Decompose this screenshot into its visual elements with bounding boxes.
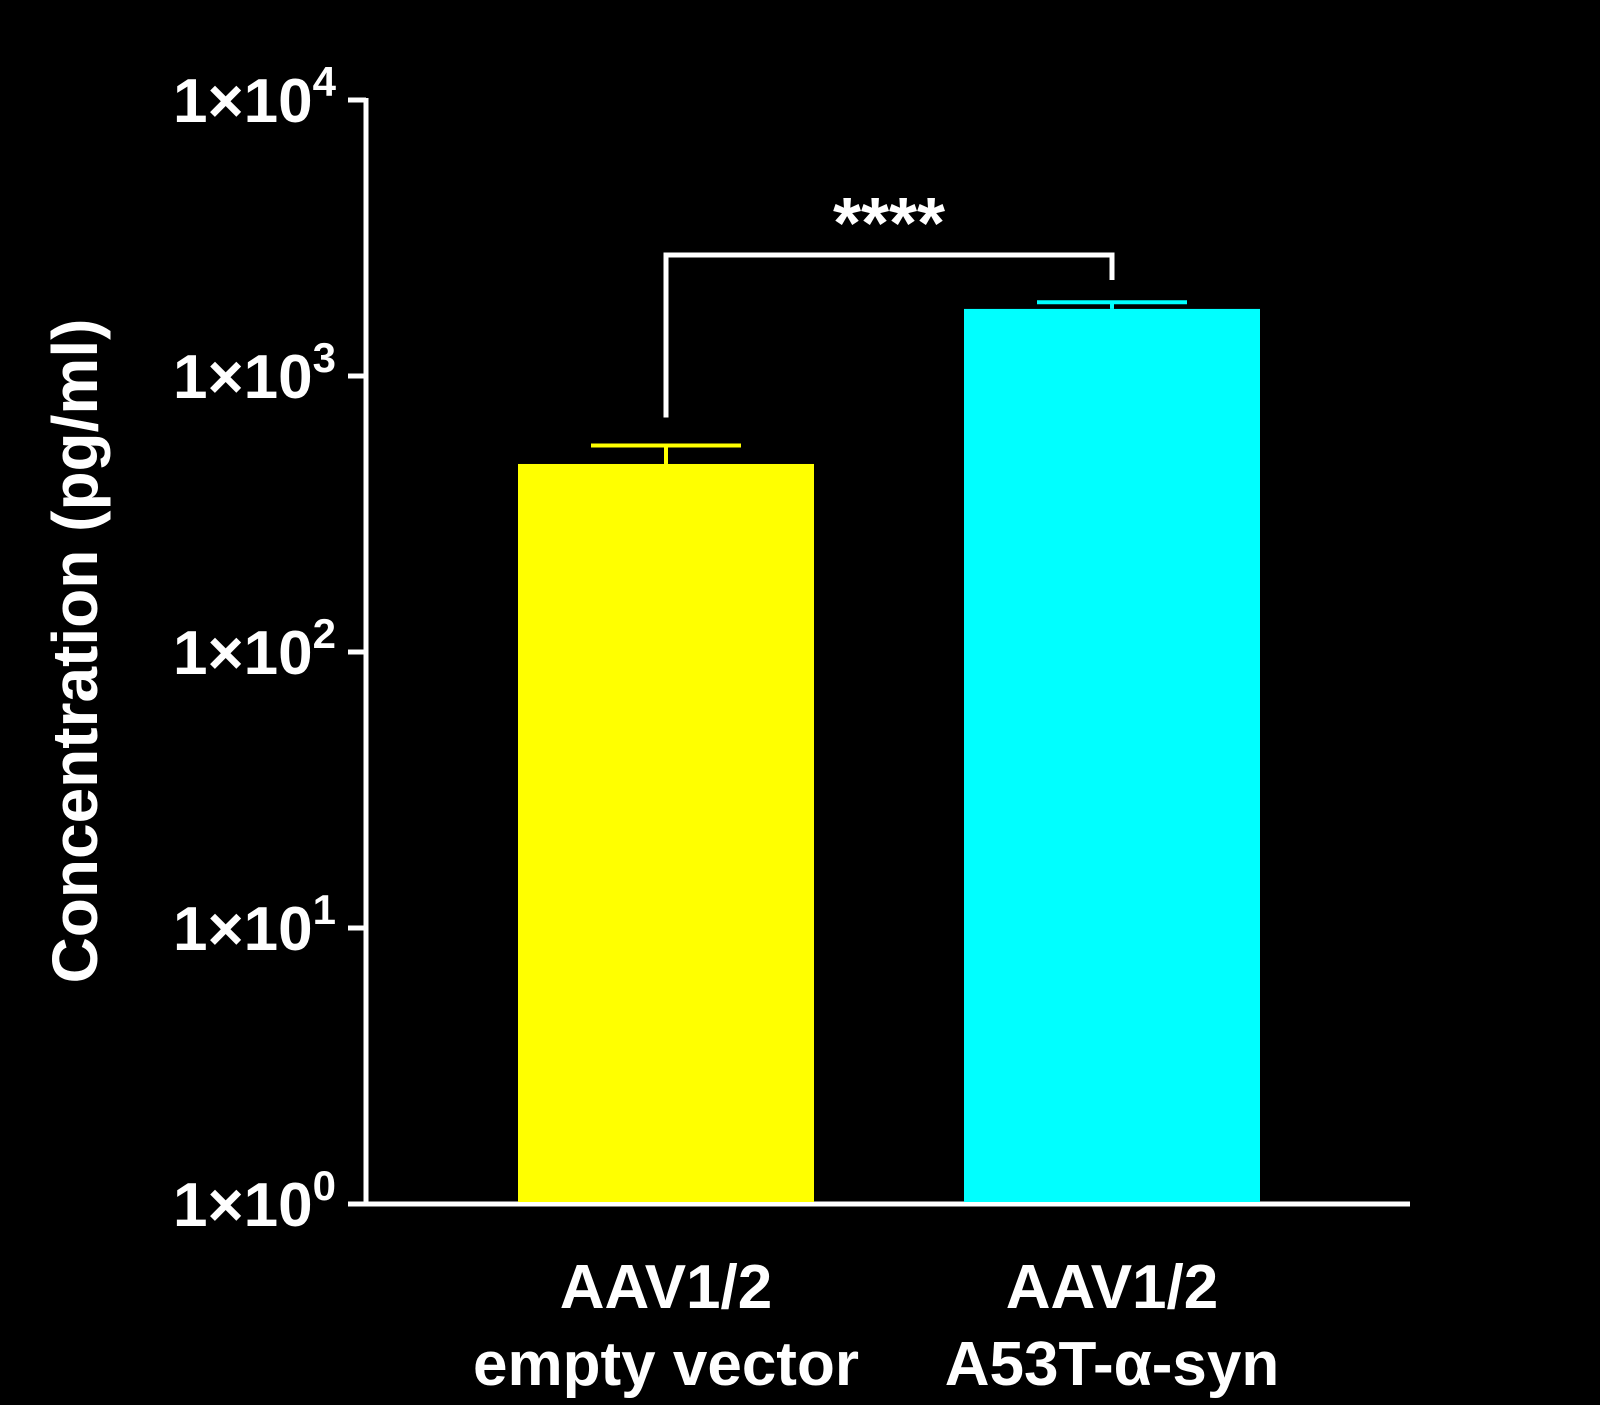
y-tick-exp-3: 3 <box>313 334 336 381</box>
y-tick-base-1: 1×10 <box>173 895 313 964</box>
y-tick-base-4: 1×10 <box>173 67 313 136</box>
bar-0 <box>518 463 814 1202</box>
y-tick-base-2: 1×10 <box>173 619 313 688</box>
y-tick-exp-2: 2 <box>313 610 336 657</box>
x-tick-label-0-line1: AAV1/2 <box>560 1253 773 1322</box>
x-tick-label-0-line2: empty vector <box>473 1330 859 1399</box>
y-tick-label-4: 1×104 <box>173 58 337 136</box>
significance-bracket: **** <box>663 184 1115 418</box>
x-axis: AAV1/2 empty vector AAV1/2 A53T-α-syn <box>364 1201 1410 1399</box>
y-tick-label-1: 1×101 <box>173 886 336 964</box>
y-tick-base-0: 1×10 <box>173 1171 313 1240</box>
y-tick-exp-4: 4 <box>313 58 337 105</box>
significance-line <box>663 252 1115 418</box>
bars <box>518 300 1260 1202</box>
y-tick-label-3: 1×103 <box>173 334 336 412</box>
significance-label: **** <box>833 184 945 264</box>
y-tick-label-2: 1×102 <box>173 610 336 688</box>
y-tick-exp-0: 0 <box>313 1162 336 1209</box>
x-tick-label-1-line2: A53T-α-syn <box>945 1330 1279 1399</box>
y-tick-exp-1: 1 <box>313 886 336 933</box>
y-tick-base-3: 1×10 <box>173 343 313 412</box>
y-axis-label: Concentration (pg/ml) <box>39 319 111 984</box>
x-tick-label-1-line1: AAV1/2 <box>1006 1253 1219 1322</box>
bar-1 <box>964 308 1260 1202</box>
y-tick-label-0: 1×100 <box>173 1162 336 1240</box>
